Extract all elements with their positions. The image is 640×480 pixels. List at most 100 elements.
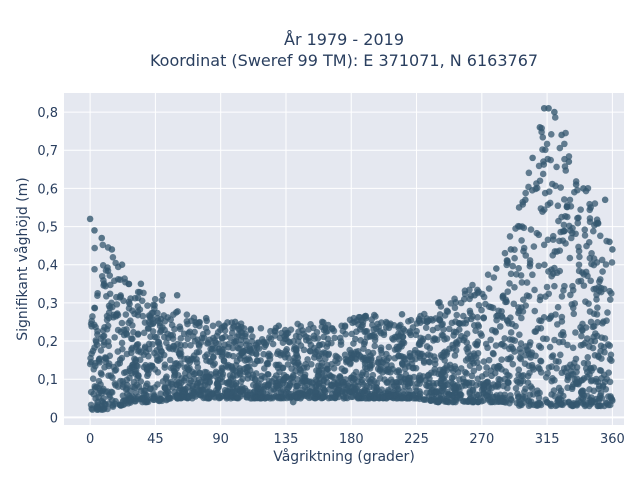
data-point <box>89 375 97 382</box>
data-point <box>585 239 593 246</box>
data-point <box>528 349 536 357</box>
data-point <box>239 333 246 340</box>
data-point <box>580 185 587 192</box>
data-point <box>150 396 158 404</box>
data-point <box>592 330 599 337</box>
data-point <box>360 345 367 352</box>
chart-title-line1: År 1979 - 2019 <box>284 30 404 49</box>
data-point <box>452 365 459 373</box>
data-point <box>509 360 517 368</box>
data-point <box>584 392 591 400</box>
data-point <box>475 323 483 330</box>
data-point <box>591 337 599 345</box>
data-point <box>535 231 543 239</box>
data-point <box>598 256 606 264</box>
data-point <box>252 341 260 349</box>
data-point <box>531 286 538 294</box>
data-point <box>336 386 343 394</box>
data-point <box>126 398 134 405</box>
data-point <box>188 387 196 394</box>
data-point <box>556 247 564 254</box>
data-point <box>197 382 205 390</box>
data-point <box>475 301 483 309</box>
data-point <box>451 295 458 303</box>
data-point <box>411 349 418 357</box>
data-point <box>583 335 591 342</box>
data-point <box>558 213 565 221</box>
data-point <box>351 375 358 383</box>
data-point <box>132 343 140 350</box>
x-tick-label: 45 <box>147 432 164 447</box>
data-point <box>547 156 554 164</box>
data-point <box>450 384 457 391</box>
data-points <box>86 104 616 414</box>
data-point <box>401 365 409 373</box>
data-point <box>385 366 392 373</box>
data-point <box>291 343 298 351</box>
data-point <box>157 352 164 359</box>
data-point <box>460 378 468 386</box>
x-tick-label: 270 <box>469 432 494 447</box>
data-point <box>550 387 558 394</box>
data-point <box>126 374 133 382</box>
data-point <box>416 390 424 398</box>
data-point <box>596 395 603 402</box>
data-point <box>217 326 224 334</box>
data-point <box>433 388 441 396</box>
data-point <box>125 305 133 312</box>
data-point <box>484 271 492 279</box>
y-tick-label: 0,3 <box>37 297 58 312</box>
data-point <box>103 316 111 324</box>
data-point <box>360 381 367 388</box>
data-point <box>94 331 101 338</box>
data-point <box>601 196 609 204</box>
data-point <box>177 335 185 342</box>
data-point <box>206 378 213 385</box>
data-point <box>509 262 517 270</box>
data-point <box>247 325 254 333</box>
data-point <box>606 296 614 303</box>
data-point <box>150 319 157 327</box>
data-point <box>596 366 604 374</box>
data-point <box>561 163 569 170</box>
y-tick-label: 0,2 <box>37 335 58 350</box>
data-point <box>587 377 595 385</box>
data-point <box>168 321 176 329</box>
data-point <box>149 340 156 348</box>
data-point <box>165 389 172 397</box>
data-point <box>395 368 403 375</box>
data-point <box>328 390 336 398</box>
data-point <box>249 371 257 379</box>
data-point <box>412 331 420 339</box>
data-point <box>340 378 347 386</box>
data-point <box>170 367 178 375</box>
data-point <box>394 385 401 393</box>
data-point <box>300 346 308 354</box>
data-point <box>424 382 431 390</box>
data-point <box>595 283 603 291</box>
data-point <box>594 304 601 311</box>
data-point <box>170 311 177 318</box>
data-point <box>280 371 288 379</box>
data-point <box>225 340 233 348</box>
data-point <box>544 236 552 244</box>
data-point <box>459 320 467 327</box>
data-point <box>409 364 417 372</box>
data-point <box>243 341 250 348</box>
data-point <box>590 255 598 262</box>
data-point <box>158 297 166 304</box>
data-point <box>498 312 506 320</box>
data-point <box>294 382 301 389</box>
data-point <box>196 369 204 377</box>
data-point <box>505 320 512 327</box>
data-point <box>396 373 403 381</box>
data-point <box>86 215 94 223</box>
data-point <box>299 327 306 334</box>
data-point <box>117 401 125 409</box>
data-point <box>318 318 326 326</box>
data-point <box>311 335 318 342</box>
data-point <box>264 352 272 360</box>
data-point <box>205 394 213 402</box>
data-point <box>132 370 139 378</box>
data-point <box>566 227 574 234</box>
